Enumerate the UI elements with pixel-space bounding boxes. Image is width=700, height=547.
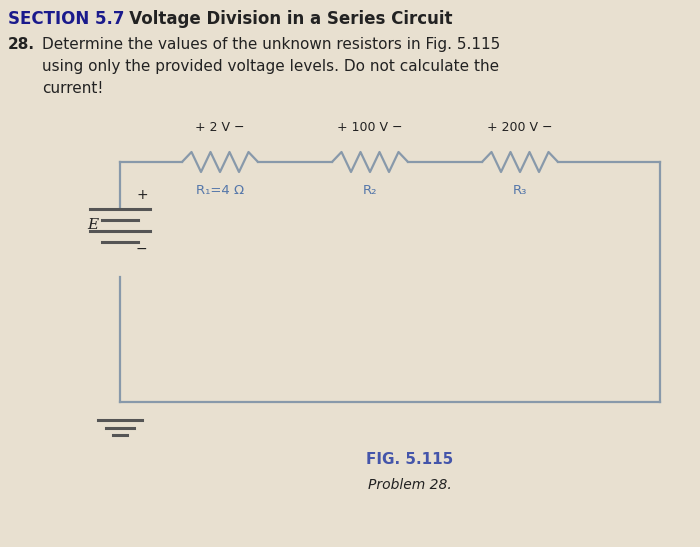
Text: + 200 V −: + 200 V − bbox=[487, 121, 553, 134]
Text: + 100 V −: + 100 V − bbox=[337, 121, 402, 134]
Text: Problem 28.: Problem 28. bbox=[368, 478, 452, 492]
Text: E: E bbox=[87, 218, 98, 232]
Text: FIG. 5.115: FIG. 5.115 bbox=[366, 452, 454, 467]
Text: −: − bbox=[136, 242, 148, 256]
Text: R₁=4 Ω: R₁=4 Ω bbox=[196, 184, 244, 197]
Text: +: + bbox=[136, 188, 148, 202]
Text: + 2 V −: + 2 V − bbox=[195, 121, 245, 134]
Text: Determine the values of the unknown resistors in Fig. 5.115: Determine the values of the unknown resi… bbox=[42, 37, 500, 52]
Text: current!: current! bbox=[42, 81, 104, 96]
Text: 28.: 28. bbox=[8, 37, 35, 52]
Text: R₃: R₃ bbox=[513, 184, 527, 197]
Text: R₂: R₂ bbox=[363, 184, 377, 197]
Text: Voltage Division in a Series Circuit: Voltage Division in a Series Circuit bbox=[112, 10, 452, 28]
Text: SECTION 5.7: SECTION 5.7 bbox=[8, 10, 125, 28]
Text: using only the provided voltage levels. Do not calculate the: using only the provided voltage levels. … bbox=[42, 59, 499, 74]
